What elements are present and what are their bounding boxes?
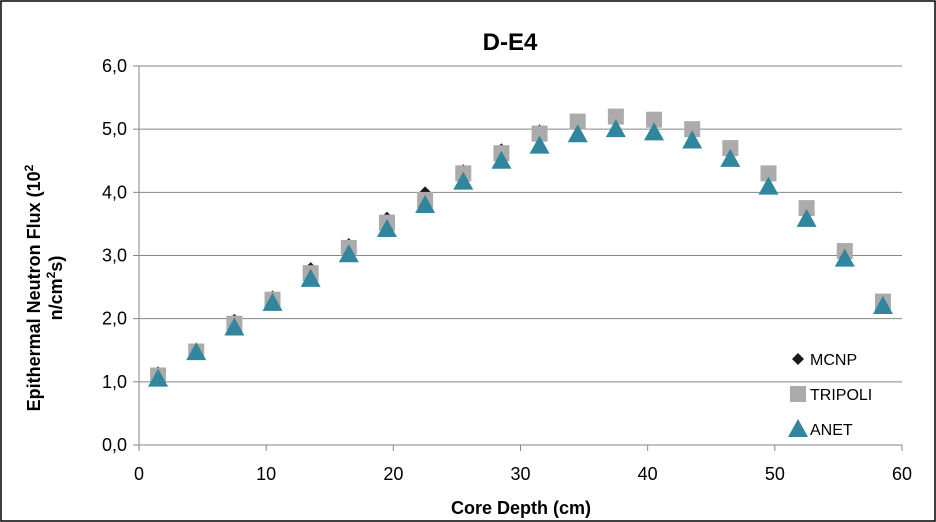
legend-label: ANET bbox=[810, 422, 853, 439]
y-tick-label: 6,0 bbox=[102, 56, 127, 76]
y-axis-title: Epithermal Neutron Flux (102 n/cm2s) bbox=[22, 164, 66, 411]
tripoli-point bbox=[607, 108, 624, 125]
anet-point bbox=[415, 194, 436, 213]
svg-text:n/cm2s): n/cm2s) bbox=[44, 256, 66, 321]
x-tick-label: 30 bbox=[510, 464, 530, 484]
y-axis-title-line1: Epithermal Neutron Flux (10 bbox=[24, 171, 44, 411]
tripoli-point bbox=[531, 125, 548, 142]
x-axis-title: Core Depth (cm) bbox=[451, 498, 591, 518]
data-points bbox=[148, 108, 893, 387]
anet-point bbox=[796, 208, 817, 227]
x-tick-label: 40 bbox=[638, 464, 658, 484]
legend: MCNP TRIPOLI ANET bbox=[788, 352, 872, 439]
legend-label: MCNP bbox=[810, 352, 857, 369]
svg-text:Epithermal Neutron Flux (102: Epithermal Neutron Flux (102 bbox=[22, 164, 44, 411]
legend-label: TRIPOLI bbox=[810, 387, 872, 404]
legend-square-icon bbox=[790, 386, 806, 402]
legend-item-anet: ANET bbox=[788, 419, 853, 439]
anet-point bbox=[529, 135, 550, 154]
tripoli-point bbox=[798, 200, 815, 217]
y-axis-title-sup1: 2 bbox=[22, 164, 36, 171]
y-axis-title-line2a: n/cm bbox=[46, 278, 66, 320]
anet-point bbox=[224, 317, 245, 336]
axes bbox=[133, 65, 903, 451]
anet-point bbox=[720, 148, 741, 167]
x-tick-label: 50 bbox=[765, 464, 785, 484]
anet-point bbox=[567, 124, 588, 143]
anet-point bbox=[186, 342, 207, 361]
tripoli-point bbox=[684, 121, 701, 138]
legend-triangle-icon bbox=[788, 419, 808, 437]
anet-point bbox=[300, 268, 321, 287]
tripoli-point bbox=[646, 111, 663, 128]
legend-item-tripoli: TRIPOLI bbox=[790, 386, 872, 404]
chart-title: D-E4 bbox=[483, 29, 538, 56]
anet-point bbox=[605, 119, 626, 138]
anet-point bbox=[872, 296, 893, 315]
x-tick-label: 20 bbox=[383, 464, 403, 484]
y-tick-label: 0,0 bbox=[102, 435, 127, 455]
legend-item-mcnp: MCNP bbox=[792, 352, 857, 369]
y-tick-label: 5,0 bbox=[102, 119, 127, 139]
anet-point bbox=[453, 171, 474, 190]
y-tick-label: 2,0 bbox=[102, 309, 127, 329]
tripoli-point bbox=[569, 113, 586, 130]
tripoli-point bbox=[760, 165, 777, 182]
y-axis-title-line2b: s) bbox=[46, 256, 66, 272]
x-tick-label: 10 bbox=[256, 464, 276, 484]
anet-point bbox=[338, 244, 359, 263]
tripoli-point bbox=[722, 140, 739, 157]
anet-point bbox=[491, 150, 512, 169]
anet-point bbox=[148, 368, 169, 387]
anet-point bbox=[834, 248, 855, 267]
legend-diamond-icon bbox=[792, 353, 804, 365]
x-tick-label: 60 bbox=[892, 464, 912, 484]
y-tick-label: 1,0 bbox=[102, 372, 127, 392]
y-tick-label: 3,0 bbox=[102, 246, 127, 266]
anet-point bbox=[682, 130, 703, 149]
anet-point bbox=[644, 122, 665, 141]
series-anet bbox=[148, 119, 893, 387]
anet-point bbox=[376, 218, 397, 237]
y-tick-label: 4,0 bbox=[102, 182, 127, 202]
x-tick-label: 0 bbox=[134, 464, 144, 484]
tick-labels: 0,0 1,0 2,0 3,0 4,0 5,0 6,0 0 10 20 30 40 50 60 bbox=[102, 56, 912, 484]
gridlines bbox=[139, 65, 902, 383]
anet-point bbox=[758, 176, 779, 195]
y-axis-title-sup2: 2 bbox=[44, 271, 58, 278]
anet-point bbox=[262, 292, 283, 311]
